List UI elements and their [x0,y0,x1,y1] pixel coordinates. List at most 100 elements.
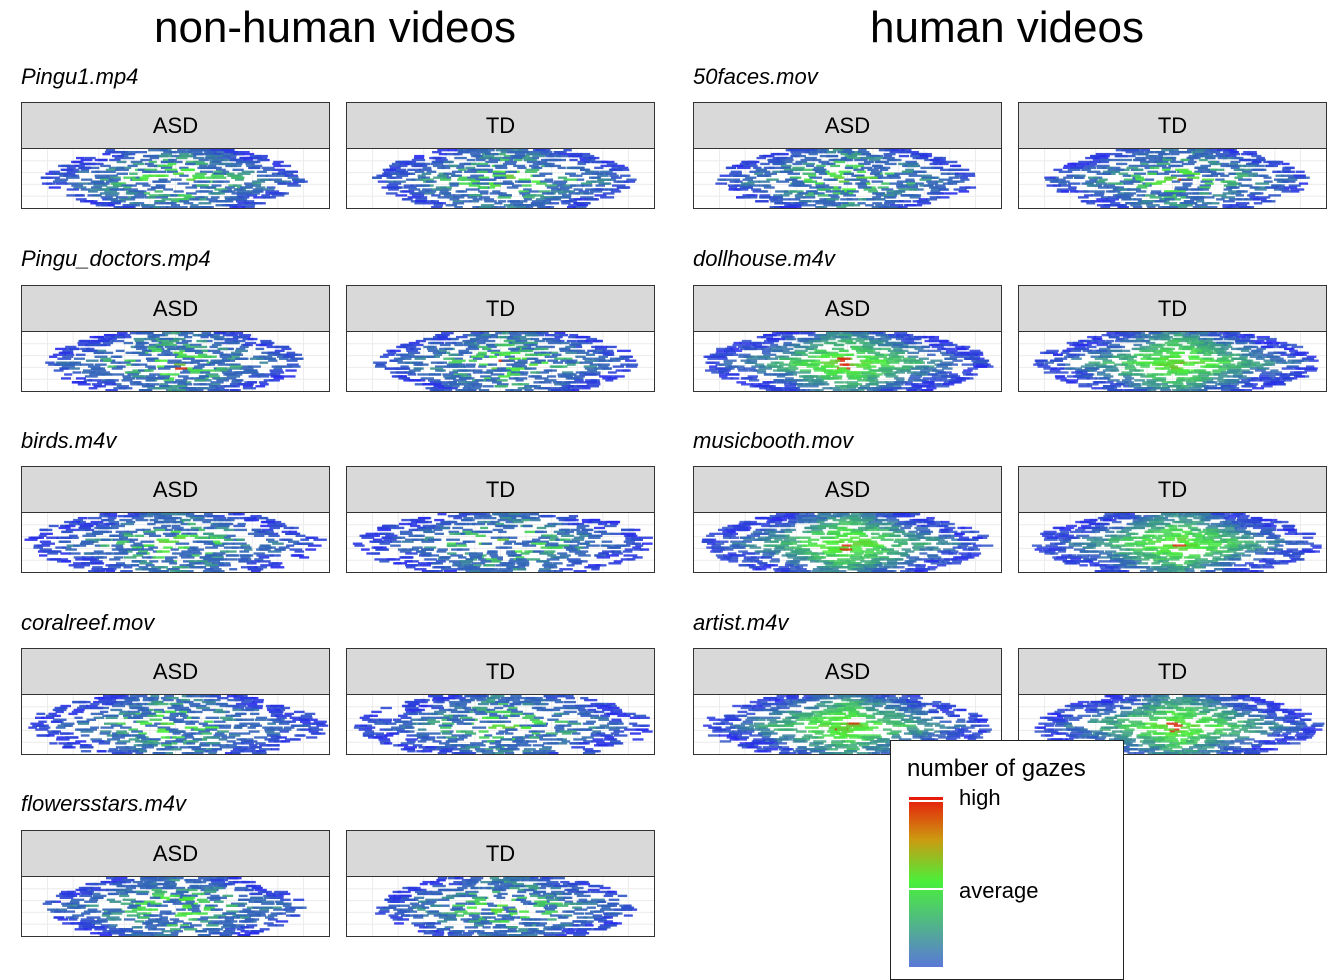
heat-cell [234,889,246,891]
heat-cell [101,539,111,541]
heat-cell [176,157,187,159]
heat-cell [153,180,167,182]
heat-cell [131,363,139,365]
heat-cell [415,535,425,537]
heat-cell [489,336,499,338]
heat-cell [71,367,80,369]
heat-cell [507,206,515,208]
heat-cell [229,568,237,570]
heat-cell [280,165,291,167]
heat-cell [296,907,306,909]
facet-strip-label: ASD [22,286,329,332]
heat-cell [267,924,277,926]
heat-cell [311,732,322,734]
heat-cell [175,206,188,208]
heat-cell [484,564,495,566]
heat-cell [98,750,107,752]
heat-cell [405,552,418,554]
heat-cell [558,365,568,367]
heat-cell [142,184,150,186]
heat-cell [88,517,102,519]
heat-cell [582,387,591,389]
heat-cell [384,742,392,744]
heat-cell [420,564,431,566]
heat-cell [371,711,382,713]
heat-cell [313,539,326,541]
heat-cell [198,202,211,204]
heat-cell [81,179,92,181]
heat-cell [639,725,647,727]
heat-cell [97,385,106,387]
heatmap-svg [22,332,329,391]
heat-cell [185,350,194,352]
heat-cell [182,752,192,754]
heat-cell [371,552,379,554]
heat-cell [497,711,511,713]
heat-cell [145,171,156,173]
heat-cell [194,562,204,564]
heatmap-plot [22,149,329,208]
heat-cell [230,389,241,391]
heat-cell [594,340,604,342]
heat-cell [269,897,281,899]
heat-cell [86,360,99,362]
heat-cell [245,719,254,721]
heat-cell [251,570,261,572]
heat-cell [223,543,235,545]
heat-cell [147,523,155,525]
heat-cell [361,548,370,550]
heat-cell [81,730,94,732]
heat-cell [248,167,260,169]
heat-cell [102,153,110,155]
heat-cell [106,570,116,572]
heat-cell [547,709,560,711]
heat-cell [245,519,259,521]
heat-cell [525,171,537,173]
heat-cell [203,206,214,208]
heat-cell [130,332,142,334]
heat-cell [200,744,210,746]
heat-cell [46,537,59,539]
heat-cell [555,721,569,723]
heatmap-plot [347,695,654,754]
heat-cell [482,752,495,754]
heat-cell [462,719,475,721]
heat-cell [213,711,226,713]
heat-cell [107,918,116,920]
heat-cell [170,895,180,897]
heat-cell [268,360,277,362]
heat-cell [234,529,247,531]
heat-cell [112,373,125,375]
video-label: birds.m4v [21,428,116,454]
heat-cell [487,570,500,572]
heat-cell [49,742,57,744]
heat-cell [214,901,224,903]
heat-cell [567,206,576,208]
heat-cell [594,527,605,529]
heatmap-plot [22,513,329,572]
heat-cell [180,371,190,373]
heat-cell [106,552,119,554]
heat-cell [111,912,123,914]
heat-cell [586,354,595,356]
heat-cell [64,373,72,375]
heat-cell [154,570,165,572]
heat-cell [134,717,143,719]
heat-cell [226,883,235,885]
heat-cell [110,901,122,903]
heat-cell [545,699,556,701]
heat-cell [202,521,211,523]
heat-cell [389,360,398,362]
heat-cell [543,734,552,736]
heat-cell [538,570,551,572]
heat-cell [419,705,428,707]
heat-cell [136,151,147,153]
heat-cell [250,358,264,360]
heat-cell [88,344,102,346]
heat-cell [226,905,238,907]
heat-cell [147,188,156,190]
heat-cell [399,523,412,525]
heat-cell [150,897,161,899]
heat-cell [72,701,84,703]
heat-cell [69,918,78,920]
